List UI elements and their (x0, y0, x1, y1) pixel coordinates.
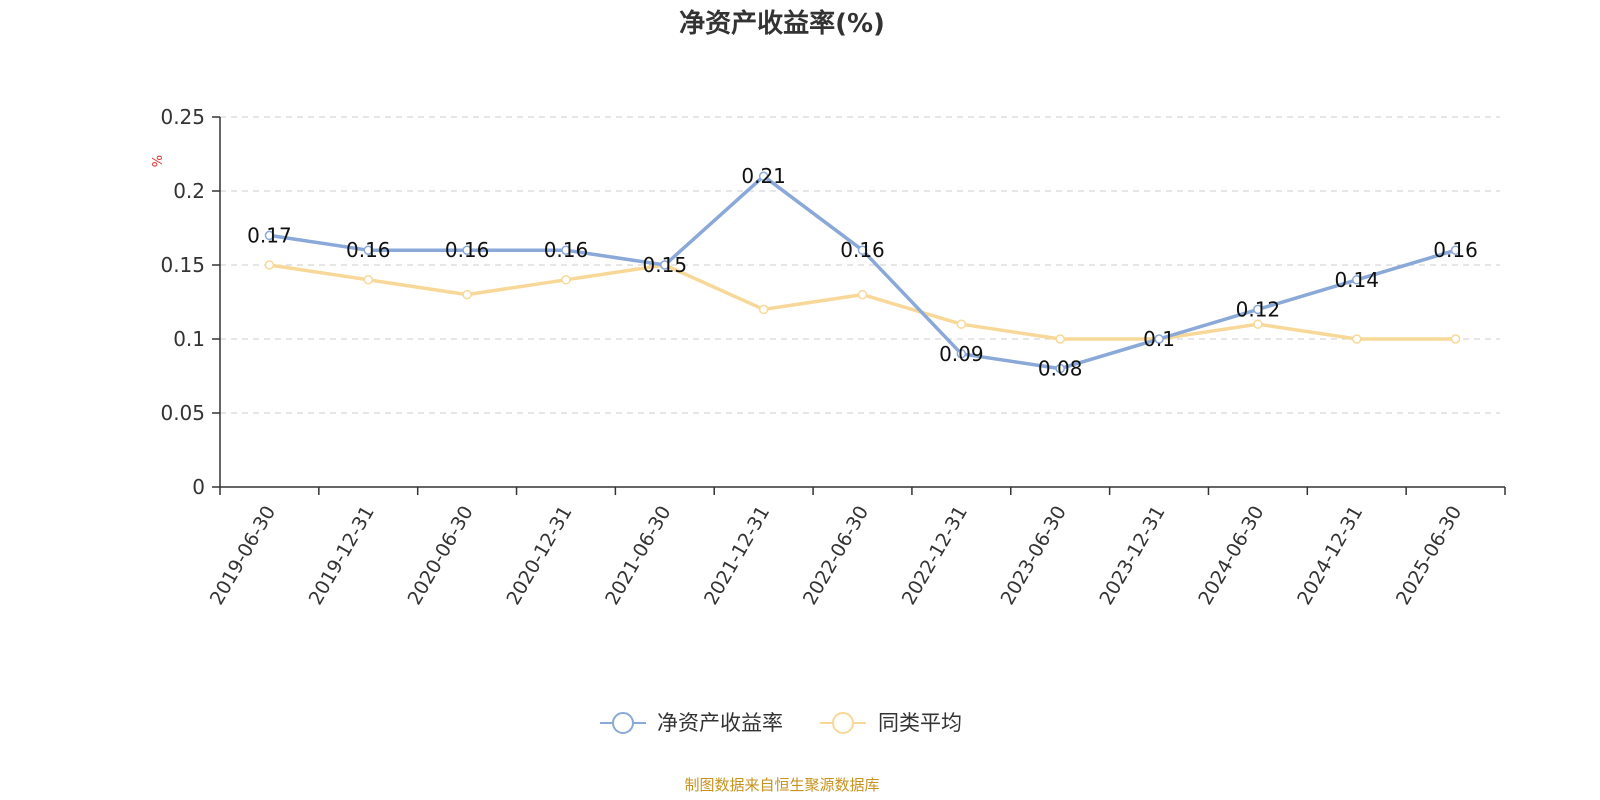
data-point (857, 245, 868, 255)
data-label: 0.16 (445, 238, 490, 262)
data-label: 0.16 (1433, 238, 1478, 262)
data-point (857, 289, 868, 300)
data-point (1253, 319, 1263, 329)
data-point (758, 171, 769, 181)
data-point (1450, 245, 1461, 255)
x-tick-label: 2021-12-31 (700, 502, 774, 609)
data-point (1351, 275, 1362, 285)
data-point (1351, 334, 1362, 344)
y-tick-label: 0.05 (160, 401, 205, 425)
data-point (363, 245, 374, 255)
data-point (1055, 363, 1065, 374)
y-tick-label: 0.25 (160, 105, 205, 129)
data-label: 0.15 (643, 253, 688, 277)
data-point (1450, 334, 1461, 344)
data-label: 0.16 (544, 238, 589, 262)
data-label: 0.17 (247, 223, 292, 247)
x-tick-label: 2023-12-31 (1095, 502, 1169, 609)
chart-title: 净资产收益率(%) (679, 8, 885, 39)
data-point (462, 245, 472, 255)
x-tick-label: 2020-12-31 (502, 502, 576, 609)
data-point (561, 245, 571, 255)
data-point (956, 319, 967, 329)
x-tick-label: 2025-06-30 (1392, 502, 1466, 609)
legend-label: 同类平均 (878, 711, 962, 735)
legend-label: 净资产收益率 (657, 711, 783, 735)
data-point (1154, 334, 1164, 344)
data-labels: 0.17 0.16 0.16 0.16 0.15 0.21 0.16 0.09 0.08 0.1 0… (247, 164, 1478, 380)
legend-item[interactable]: 同类平均 (820, 711, 962, 735)
x-tick-label: 2019-12-31 (305, 502, 379, 609)
series-line-roe (269, 174, 1457, 371)
y-tick-labels: 0 0.05 0.1 0.15 0.2 0.25 (160, 105, 205, 499)
data-label: 0.12 (1236, 297, 1281, 321)
legend[interactable]: 净资产收益率 同类平均 (600, 711, 962, 735)
x-tick-label: 2021-06-30 (601, 502, 675, 609)
legend-circle-marker (832, 712, 854, 734)
data-label: 0.21 (741, 164, 786, 188)
y-tick-label: 0.2 (173, 179, 205, 203)
data-label: 0.09 (939, 342, 984, 366)
data-point (462, 289, 472, 300)
legend-circle-marker (612, 712, 634, 734)
data-label: 0.08 (1038, 357, 1083, 381)
data-point (660, 260, 670, 270)
legend-item[interactable]: 净资产收益率 (600, 711, 783, 735)
data-label: 0.16 (840, 238, 885, 262)
x-tick-labels: 2019-06-30 2019-12-31 2020-06-30 2020-12-31… (206, 502, 1466, 609)
y-axis-label: % (151, 155, 166, 167)
data-point (561, 275, 571, 285)
y-tick-label: 0 (192, 475, 205, 499)
data-point (363, 275, 374, 285)
x-tick-label: 2020-06-30 (404, 502, 478, 609)
axes (212, 116, 1506, 495)
source-note: 制图数据来自恒生聚源数据库 (684, 776, 879, 794)
data-point (956, 349, 967, 359)
data-point (264, 230, 275, 241)
x-tick-label: 2019-06-30 (206, 502, 280, 609)
data-point (1055, 334, 1065, 344)
data-point (1253, 304, 1263, 315)
x-tick-label: 2024-12-31 (1293, 502, 1367, 609)
y-tick-label: 0.15 (160, 253, 205, 277)
y-tick-label: 0.1 (173, 327, 205, 351)
x-tick-label: 2023-06-30 (997, 502, 1071, 609)
grid-lines (220, 116, 1500, 414)
x-tick-label: 2022-12-31 (898, 502, 972, 609)
data-point (758, 304, 769, 315)
series-lines (264, 171, 1461, 374)
x-tick-label: 2022-06-30 (799, 502, 873, 609)
data-point (264, 260, 275, 270)
data-label: 0.1 (1143, 327, 1175, 351)
x-tick-label: 2024-06-30 (1194, 502, 1268, 609)
data-label: 0.14 (1334, 268, 1379, 292)
data-label: 0.16 (346, 238, 391, 262)
